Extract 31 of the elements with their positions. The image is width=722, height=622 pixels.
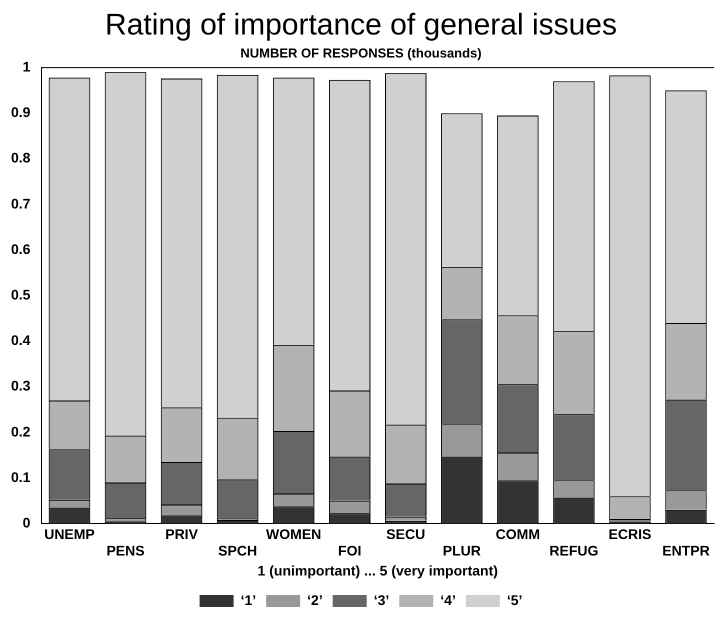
y-tick-label: 0.9 [10,104,31,120]
x-tick-label: UNEMP [44,526,95,542]
x-tick-label: WOMEN [266,526,322,542]
y-tick-label: 0.7 [10,195,31,212]
chart-subtitle: NUMBER OF RESPONSES (thousands) [240,45,482,60]
y-tick-label: 0.2 [10,423,31,440]
legend-label: ‘5’ [506,592,522,608]
legend-label: ‘1’ [240,592,256,608]
x-tick-label: SECU [386,526,426,542]
chart-title: Rating of importance of general issues [105,8,617,42]
y-tick-label: 0.6 [10,240,31,257]
y-tick-label: 0 [22,514,31,530]
x-tick-label: PLUR [442,542,481,559]
y-tick-label: 0.3 [10,378,31,394]
x-tick-label: PRIV [165,526,199,542]
legend-label: ‘3’ [374,592,390,608]
x-tick-label: COMM [496,526,540,542]
y-tick-label: 0.4 [10,332,31,348]
x-tick-label: REFUG [549,542,598,559]
x-axis-title: 1 (unimportant) ... 5 (very important) [258,562,498,578]
x-tick-label: ECRIS [608,526,652,542]
y-tick-label: 1 [22,58,31,74]
x-tick-label: PENS [106,542,145,559]
y-tick-label: 0.5 [10,286,31,302]
y-tick-label: 0.8 [10,150,31,166]
x-tick-label: FOI [338,542,362,559]
y-tick-label: 0.1 [10,468,31,485]
legend-label: ‘4’ [440,592,456,608]
x-tick-label: ENTPR [662,542,710,559]
legend-label: ‘2’ [307,592,323,608]
x-tick-label: SPCH [218,542,258,559]
